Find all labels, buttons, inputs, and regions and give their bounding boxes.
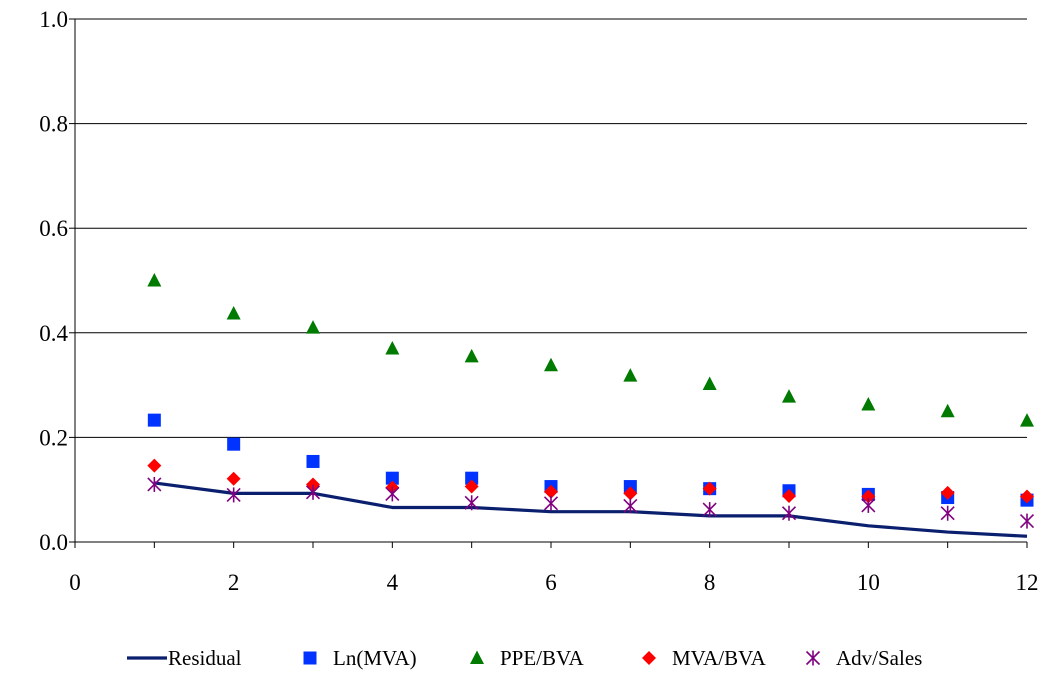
point-mva-bva	[1020, 489, 1034, 504]
gridlines	[75, 18, 1027, 438]
point-ppe-bva	[702, 376, 717, 391]
axes	[69, 18, 1028, 548]
point-ln-mva	[385, 471, 399, 485]
y-tick-label: 1.0	[39, 7, 68, 32]
point-adv-sales	[385, 486, 400, 502]
series-line-residual	[154, 481, 1028, 538]
legend-item-residual: Residual	[127, 646, 242, 670]
point-ppe-bva	[544, 357, 558, 372]
point-adv-sales	[781, 505, 797, 521]
point-adv-sales	[702, 502, 717, 518]
x-tick-label: 2	[228, 570, 240, 595]
point-ppe-bva	[147, 273, 162, 287]
point-ppe-bva	[782, 389, 796, 403]
point-ln-mva	[465, 471, 479, 485]
legend-swatch	[303, 651, 317, 665]
point-ppe-bva	[940, 403, 955, 418]
x-tick-label: 12	[1016, 570, 1039, 595]
point-adv-sales	[464, 495, 479, 511]
point-adv-sales	[1019, 513, 1035, 529]
point-ppe-bva	[306, 320, 320, 334]
legend: Residual Ln(MVA) PPE/BVA MVA/BVA Adv/Sales	[127, 646, 922, 670]
point-adv-sales	[623, 498, 638, 514]
legend-label: PPE/BVA	[500, 646, 584, 670]
point-mva-bva	[623, 486, 638, 501]
y-tick-label: 0.8	[39, 112, 68, 137]
point-ppe-bva	[464, 348, 479, 363]
point-mva-bva	[544, 484, 558, 499]
x-tick-label: 8	[704, 570, 716, 595]
legend-label: MVA/BVA	[672, 646, 767, 670]
y-tick-label: 0.2	[39, 425, 68, 450]
point-mva-bva	[861, 489, 876, 504]
point-ppe-bva	[1020, 413, 1034, 427]
y-tick-label: 0.6	[39, 216, 68, 241]
y-tick-label: 0.0	[39, 530, 68, 555]
plot-marks	[147, 273, 1035, 538]
legend-label: Residual	[168, 646, 242, 670]
legend-swatch	[642, 651, 656, 665]
point-adv-sales	[147, 476, 162, 492]
point-adv-sales	[861, 497, 876, 513]
legend-item-adv-sales: Adv/Sales	[805, 646, 922, 670]
point-ln-mva	[306, 454, 320, 468]
point-ppe-bva	[226, 305, 241, 320]
point-adv-sales	[543, 495, 559, 511]
point-mva-bva	[782, 488, 796, 503]
point-mva-bva	[147, 458, 162, 473]
legend-label: Adv/Sales	[836, 646, 922, 670]
x-tick-label: 4	[387, 570, 399, 595]
point-ln-mva	[147, 413, 161, 427]
legend-swatch	[470, 650, 484, 664]
point-ppe-bva	[623, 368, 638, 382]
x-tick-labels: 0 2 4 6 8 10 12	[69, 570, 1038, 595]
legend-item-mva-bva: MVA/BVA	[642, 646, 767, 670]
x-tick-label: 6	[545, 570, 557, 595]
point-adv-sales	[940, 505, 955, 521]
y-tick-labels: 0.0 0.2 0.4 0.6 0.8 1.0	[39, 7, 68, 555]
legend-item-ln-mva: Ln(MVA)	[303, 646, 417, 670]
point-ppe-bva	[385, 340, 400, 355]
point-mva-bva	[464, 479, 479, 494]
x-tick-label: 10	[857, 570, 880, 595]
point-mva-bva	[702, 481, 717, 496]
point-ppe-bva	[861, 396, 876, 411]
point-mva-bva	[226, 471, 241, 486]
point-adv-sales	[226, 487, 241, 503]
point-adv-sales	[305, 484, 321, 500]
x-tick-label: 0	[69, 570, 81, 595]
legend-label: Ln(MVA)	[333, 646, 417, 670]
y-tick-label: 0.4	[39, 321, 68, 346]
legend-swatch	[805, 650, 821, 666]
legend-item-ppe-bva: PPE/BVA	[470, 646, 584, 670]
point-mva-bva	[940, 485, 955, 500]
point-ln-mva	[227, 437, 241, 451]
